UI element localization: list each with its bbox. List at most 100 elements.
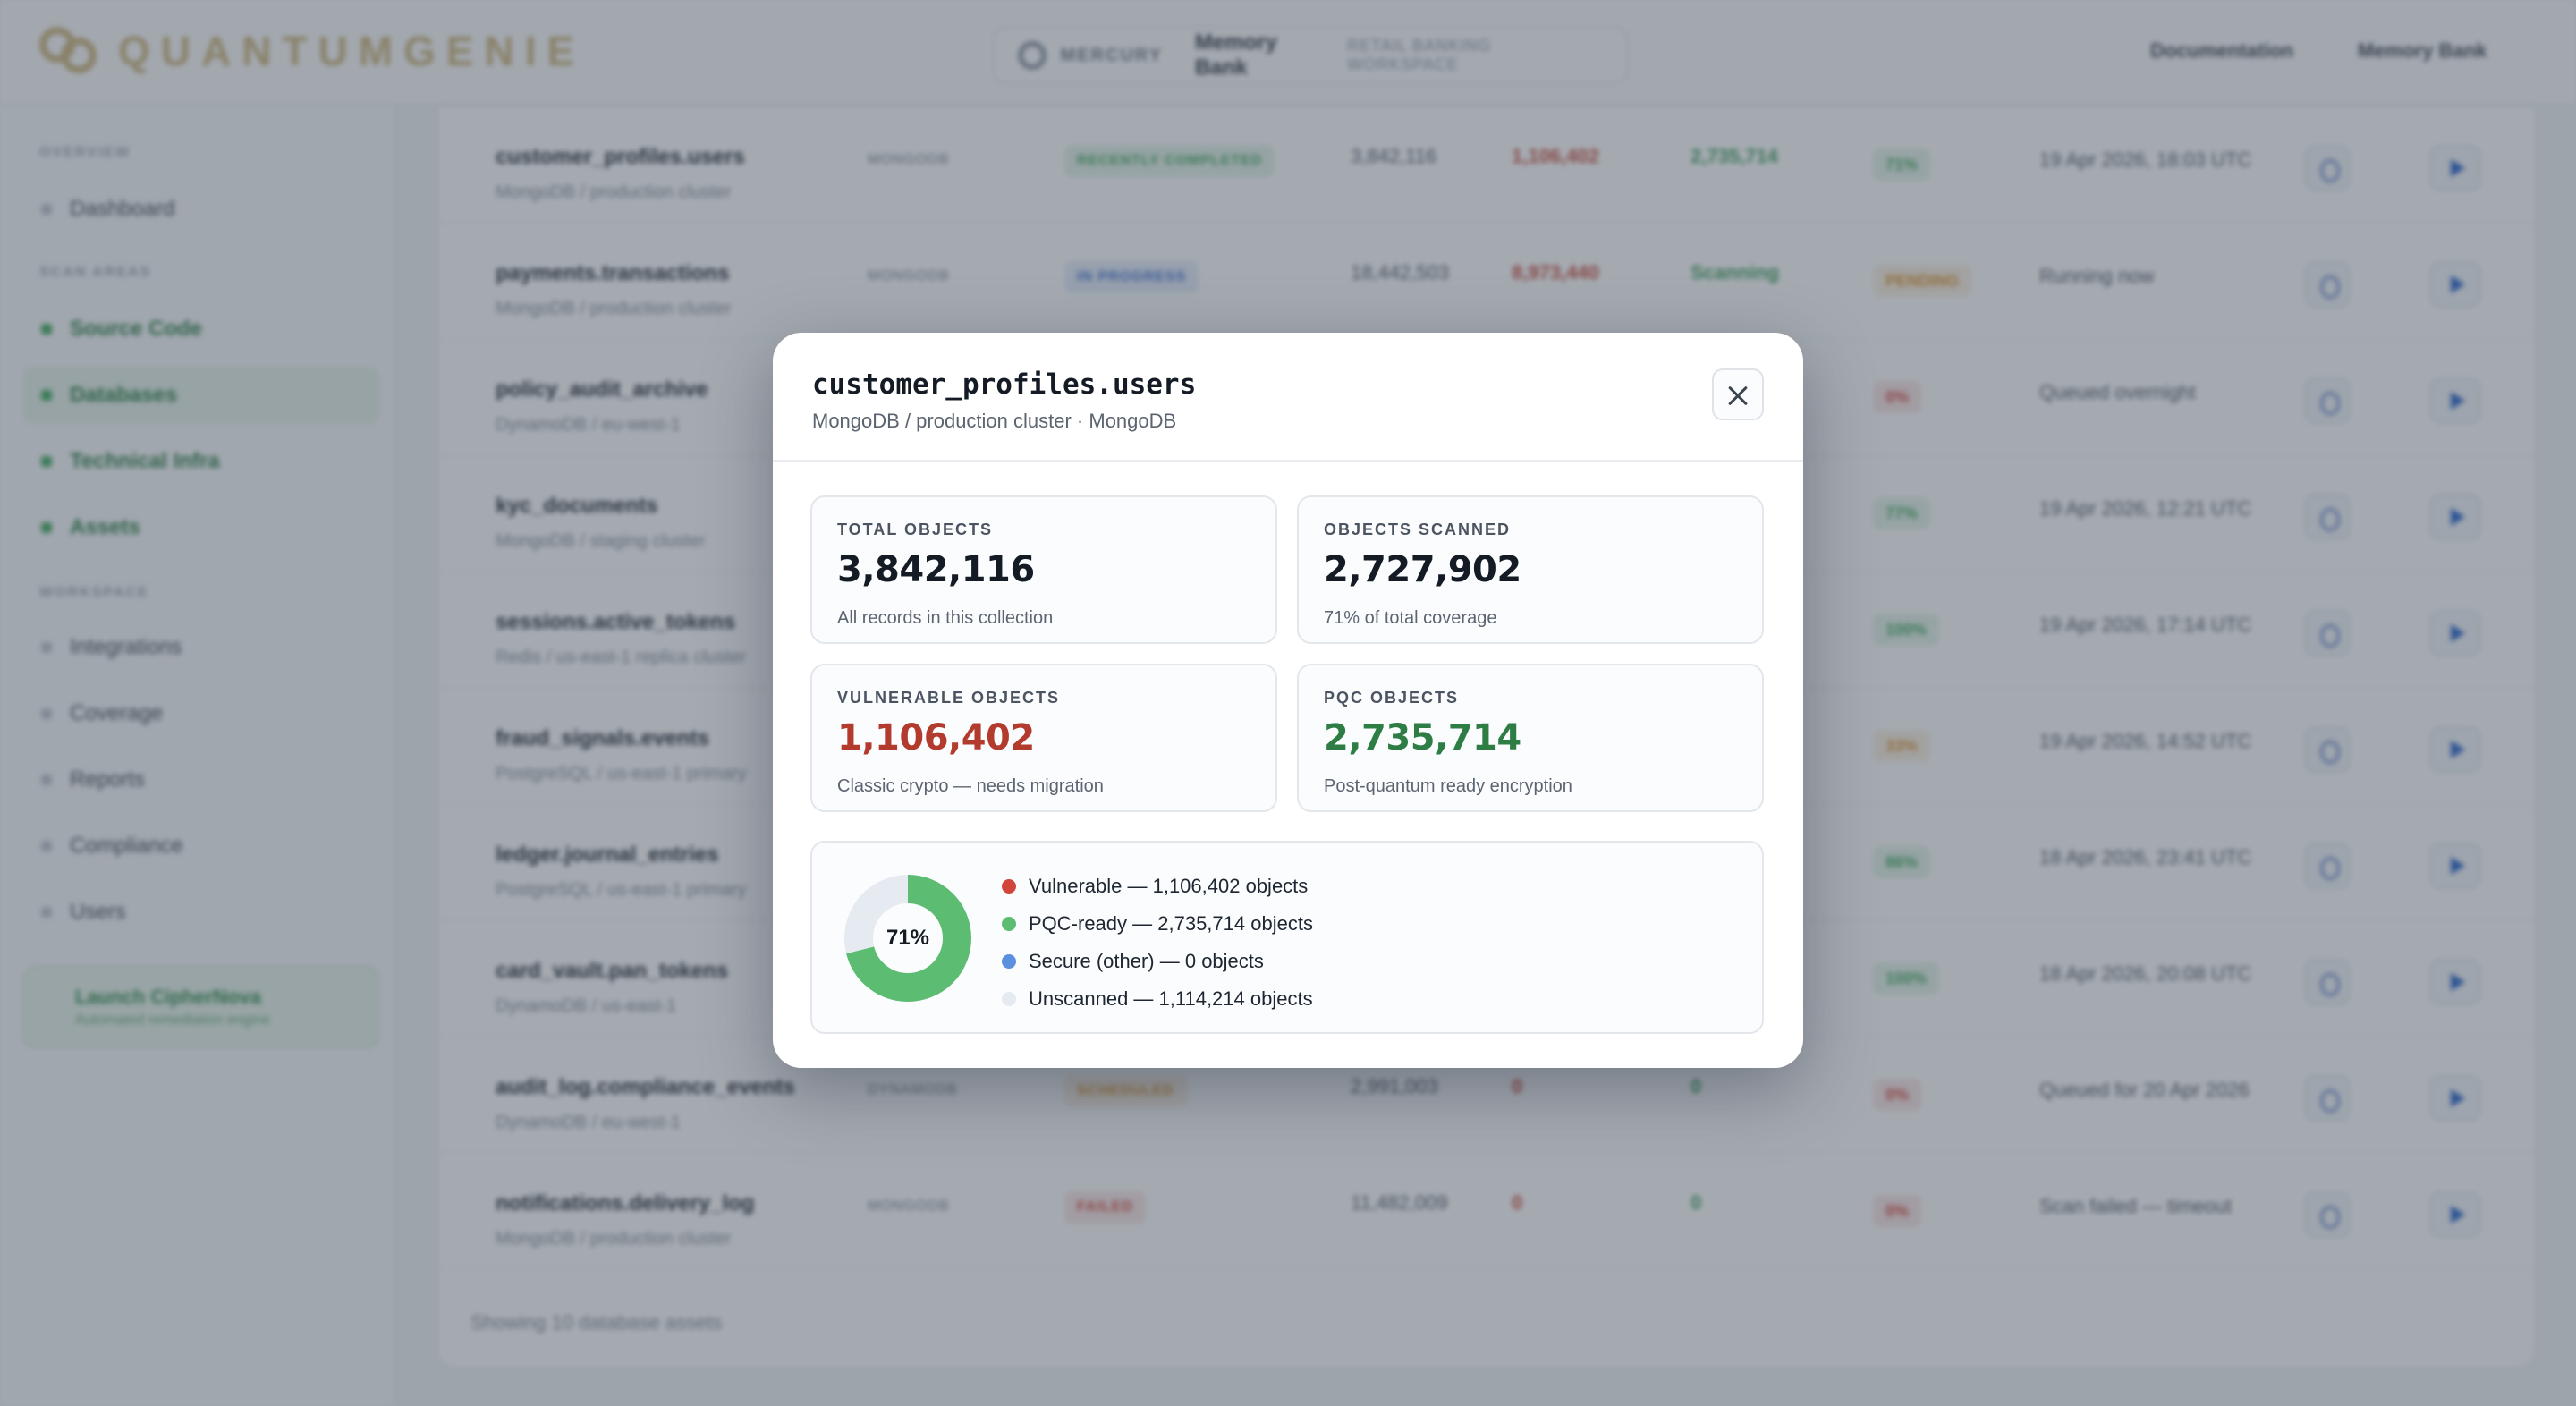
sidebar-item-label: Coverage — [70, 701, 164, 725]
info-icon[interactable] — [2304, 959, 2351, 1005]
legend-item: Secure (other) — 0 objects — [1002, 943, 1313, 980]
asset-source: MongoDB / production cluster — [496, 1229, 732, 1249]
status-dot-icon — [41, 522, 52, 533]
play-icon[interactable] — [2429, 959, 2481, 1005]
play-icon[interactable] — [2429, 843, 2481, 889]
launch-subtitle: Automated remediation engine — [75, 1012, 270, 1028]
info-icon[interactable] — [2304, 610, 2351, 656]
logo-text: QUANTUMGENIE — [118, 28, 586, 74]
play-icon[interactable] — [2429, 494, 2481, 540]
documentation-link[interactable]: Documentation — [2150, 39, 2294, 62]
info-icon[interactable] — [2304, 145, 2351, 191]
top-bar: QUANTUMGENIE MERCURY Memory Bank RETAIL … — [0, 0, 2576, 106]
stat-note: Classic crypto — needs migration — [837, 776, 1104, 796]
coverage-badge: 33% — [1873, 730, 1931, 762]
sidebar-item-compliance[interactable]: Compliance — [23, 817, 379, 875]
asset-name: customer_profiles.users — [496, 145, 745, 169]
table-row[interactable]: audit_log.compliance_events DynamoDB / eu… — [438, 1038, 2538, 1154]
info-icon[interactable] — [2304, 843, 2351, 889]
play-icon[interactable] — [2429, 145, 2481, 191]
status-badge: RECENTLY COMPLETED — [1064, 145, 1275, 177]
info-icon[interactable] — [2304, 494, 2351, 540]
stat-label: VULNERABLE OBJECTS — [837, 689, 1061, 707]
info-icon[interactable] — [2304, 377, 2351, 424]
stat-value: 2,727,902 — [1324, 549, 1521, 590]
last-scan-time: Queued for 20 Apr 2026 — [2039, 1079, 2250, 1101]
status-badge: IN PROGRESS — [1064, 261, 1199, 293]
asset-source: MongoDB / production cluster — [496, 182, 732, 202]
last-scan-time: 18 Apr 2026, 23:41 UTC — [2039, 846, 2252, 868]
asset-name: notifications.delivery_log — [496, 1191, 755, 1215]
legend-item: Vulnerable — 1,106,402 objects — [1002, 868, 1313, 905]
legend-dot-icon — [1002, 954, 1016, 969]
stat-label: OBJECTS SCANNED — [1324, 521, 1512, 538]
total-objects: 2,991,003 — [1351, 1075, 1438, 1097]
play-icon[interactable] — [2429, 1075, 2481, 1122]
modal-subtitle: MongoDB / production cluster · MongoDB — [812, 410, 1177, 432]
modal-header: customer_profiles.users MongoDB / produc… — [773, 333, 1803, 462]
logo-icon — [39, 27, 102, 75]
asset-detail-modal: customer_profiles.users MongoDB / produc… — [773, 333, 1803, 1068]
sidebar-item-label: Source Code — [70, 317, 203, 341]
bullet-icon — [41, 775, 52, 785]
sidebar-section-scan-areas: SCAN AREAS — [39, 265, 152, 280]
stat-value: 3,842,116 — [837, 549, 1035, 590]
info-icon[interactable] — [2304, 726, 2351, 773]
chart-legend: Vulnerable — 1,106,402 objects PQC-ready … — [1002, 868, 1313, 1018]
play-icon[interactable] — [2429, 377, 2481, 424]
legend-dot-icon — [1002, 879, 1016, 894]
pqc-count: 0 — [1690, 1191, 1702, 1214]
info-icon[interactable] — [2304, 1191, 2351, 1238]
table-footer: Showing 10 database assets — [470, 1311, 723, 1334]
stat-note: All records in this collection — [837, 608, 1054, 628]
table-row[interactable]: customer_profiles.users MongoDB / product… — [438, 107, 2538, 224]
table-row[interactable]: notifications.delivery_log MongoDB / prod… — [438, 1154, 2538, 1270]
legend-label: PQC-ready — 2,735,714 objects — [1029, 912, 1313, 935]
coverage-badge: 0% — [1873, 1195, 1922, 1227]
stat-value: 2,735,714 — [1324, 717, 1521, 758]
status-badge: SCHEDULED — [1064, 1075, 1187, 1107]
bullet-icon — [41, 907, 52, 918]
play-icon[interactable] — [2429, 1191, 2481, 1238]
coverage-badge: 0% — [1873, 1079, 1922, 1111]
objects-scanned-card: OBJECTS SCANNED 2,727,902 71% of total c… — [1297, 495, 1764, 644]
pqc-count: 0 — [1690, 1075, 1702, 1097]
legend-label: Secure (other) — 0 objects — [1029, 950, 1264, 972]
sidebar-item-dashboard[interactable]: Dashboard — [23, 181, 379, 238]
info-icon[interactable] — [2304, 1075, 2351, 1122]
legend-item: Unscanned — 1,114,214 objects — [1002, 980, 1313, 1018]
last-scan-time: 19 Apr 2026, 17:14 UTC — [2039, 614, 2252, 636]
table-row[interactable]: payments.transactions MongoDB / productio… — [438, 224, 2538, 340]
play-icon[interactable] — [2429, 261, 2481, 308]
sidebar-item-reports[interactable]: Reports — [23, 751, 379, 809]
last-scan-time: 18 Apr 2026, 20:08 UTC — [2039, 962, 2252, 985]
total-objects: 18,442,503 — [1351, 261, 1450, 284]
sidebar-item-assets[interactable]: Assets — [23, 499, 379, 556]
launch-ciphernova-button[interactable]: Launch CipherNova Automated remediation … — [23, 966, 379, 1048]
coverage-badge: PENDING — [1873, 265, 1972, 297]
workspace-title: Memory Bank — [1194, 30, 1277, 80]
status-dot-icon — [41, 456, 52, 467]
sidebar-item-integrations[interactable]: Integrations — [23, 619, 379, 676]
db-type: MONGODB — [868, 152, 950, 167]
coverage-badge: 0% — [1873, 381, 1922, 413]
user-menu[interactable]: Memory Bank — [2358, 39, 2487, 62]
sidebar-item-coverage[interactable]: Coverage — [23, 685, 379, 742]
sidebar-item-users[interactable]: Users — [23, 884, 379, 941]
sidebar-item-source-code[interactable]: Source Code — [23, 301, 379, 358]
sidebar-item-technical-infra[interactable]: Technical Infra — [23, 433, 379, 490]
asset-name: sessions.active_tokens — [496, 610, 736, 634]
sidebar-item-databases[interactable]: Databases — [23, 367, 379, 424]
play-icon[interactable] — [2429, 610, 2481, 656]
db-type: MONGODB — [868, 268, 950, 284]
close-icon[interactable] — [1712, 368, 1764, 420]
asset-name: policy_audit_archive — [496, 377, 708, 402]
asset-name: payments.transactions — [496, 261, 730, 285]
play-icon[interactable] — [2429, 726, 2481, 773]
info-icon[interactable] — [2304, 261, 2351, 308]
workspace-switcher[interactable]: MERCURY Memory Bank RETAIL BANKING WORKS… — [993, 27, 1628, 84]
stat-label: TOTAL OBJECTS — [837, 521, 994, 538]
status-dot-icon — [41, 324, 52, 335]
sidebar-item-label: Technical Infra — [70, 449, 220, 473]
vulnerable-count: 0 — [1512, 1191, 1523, 1214]
